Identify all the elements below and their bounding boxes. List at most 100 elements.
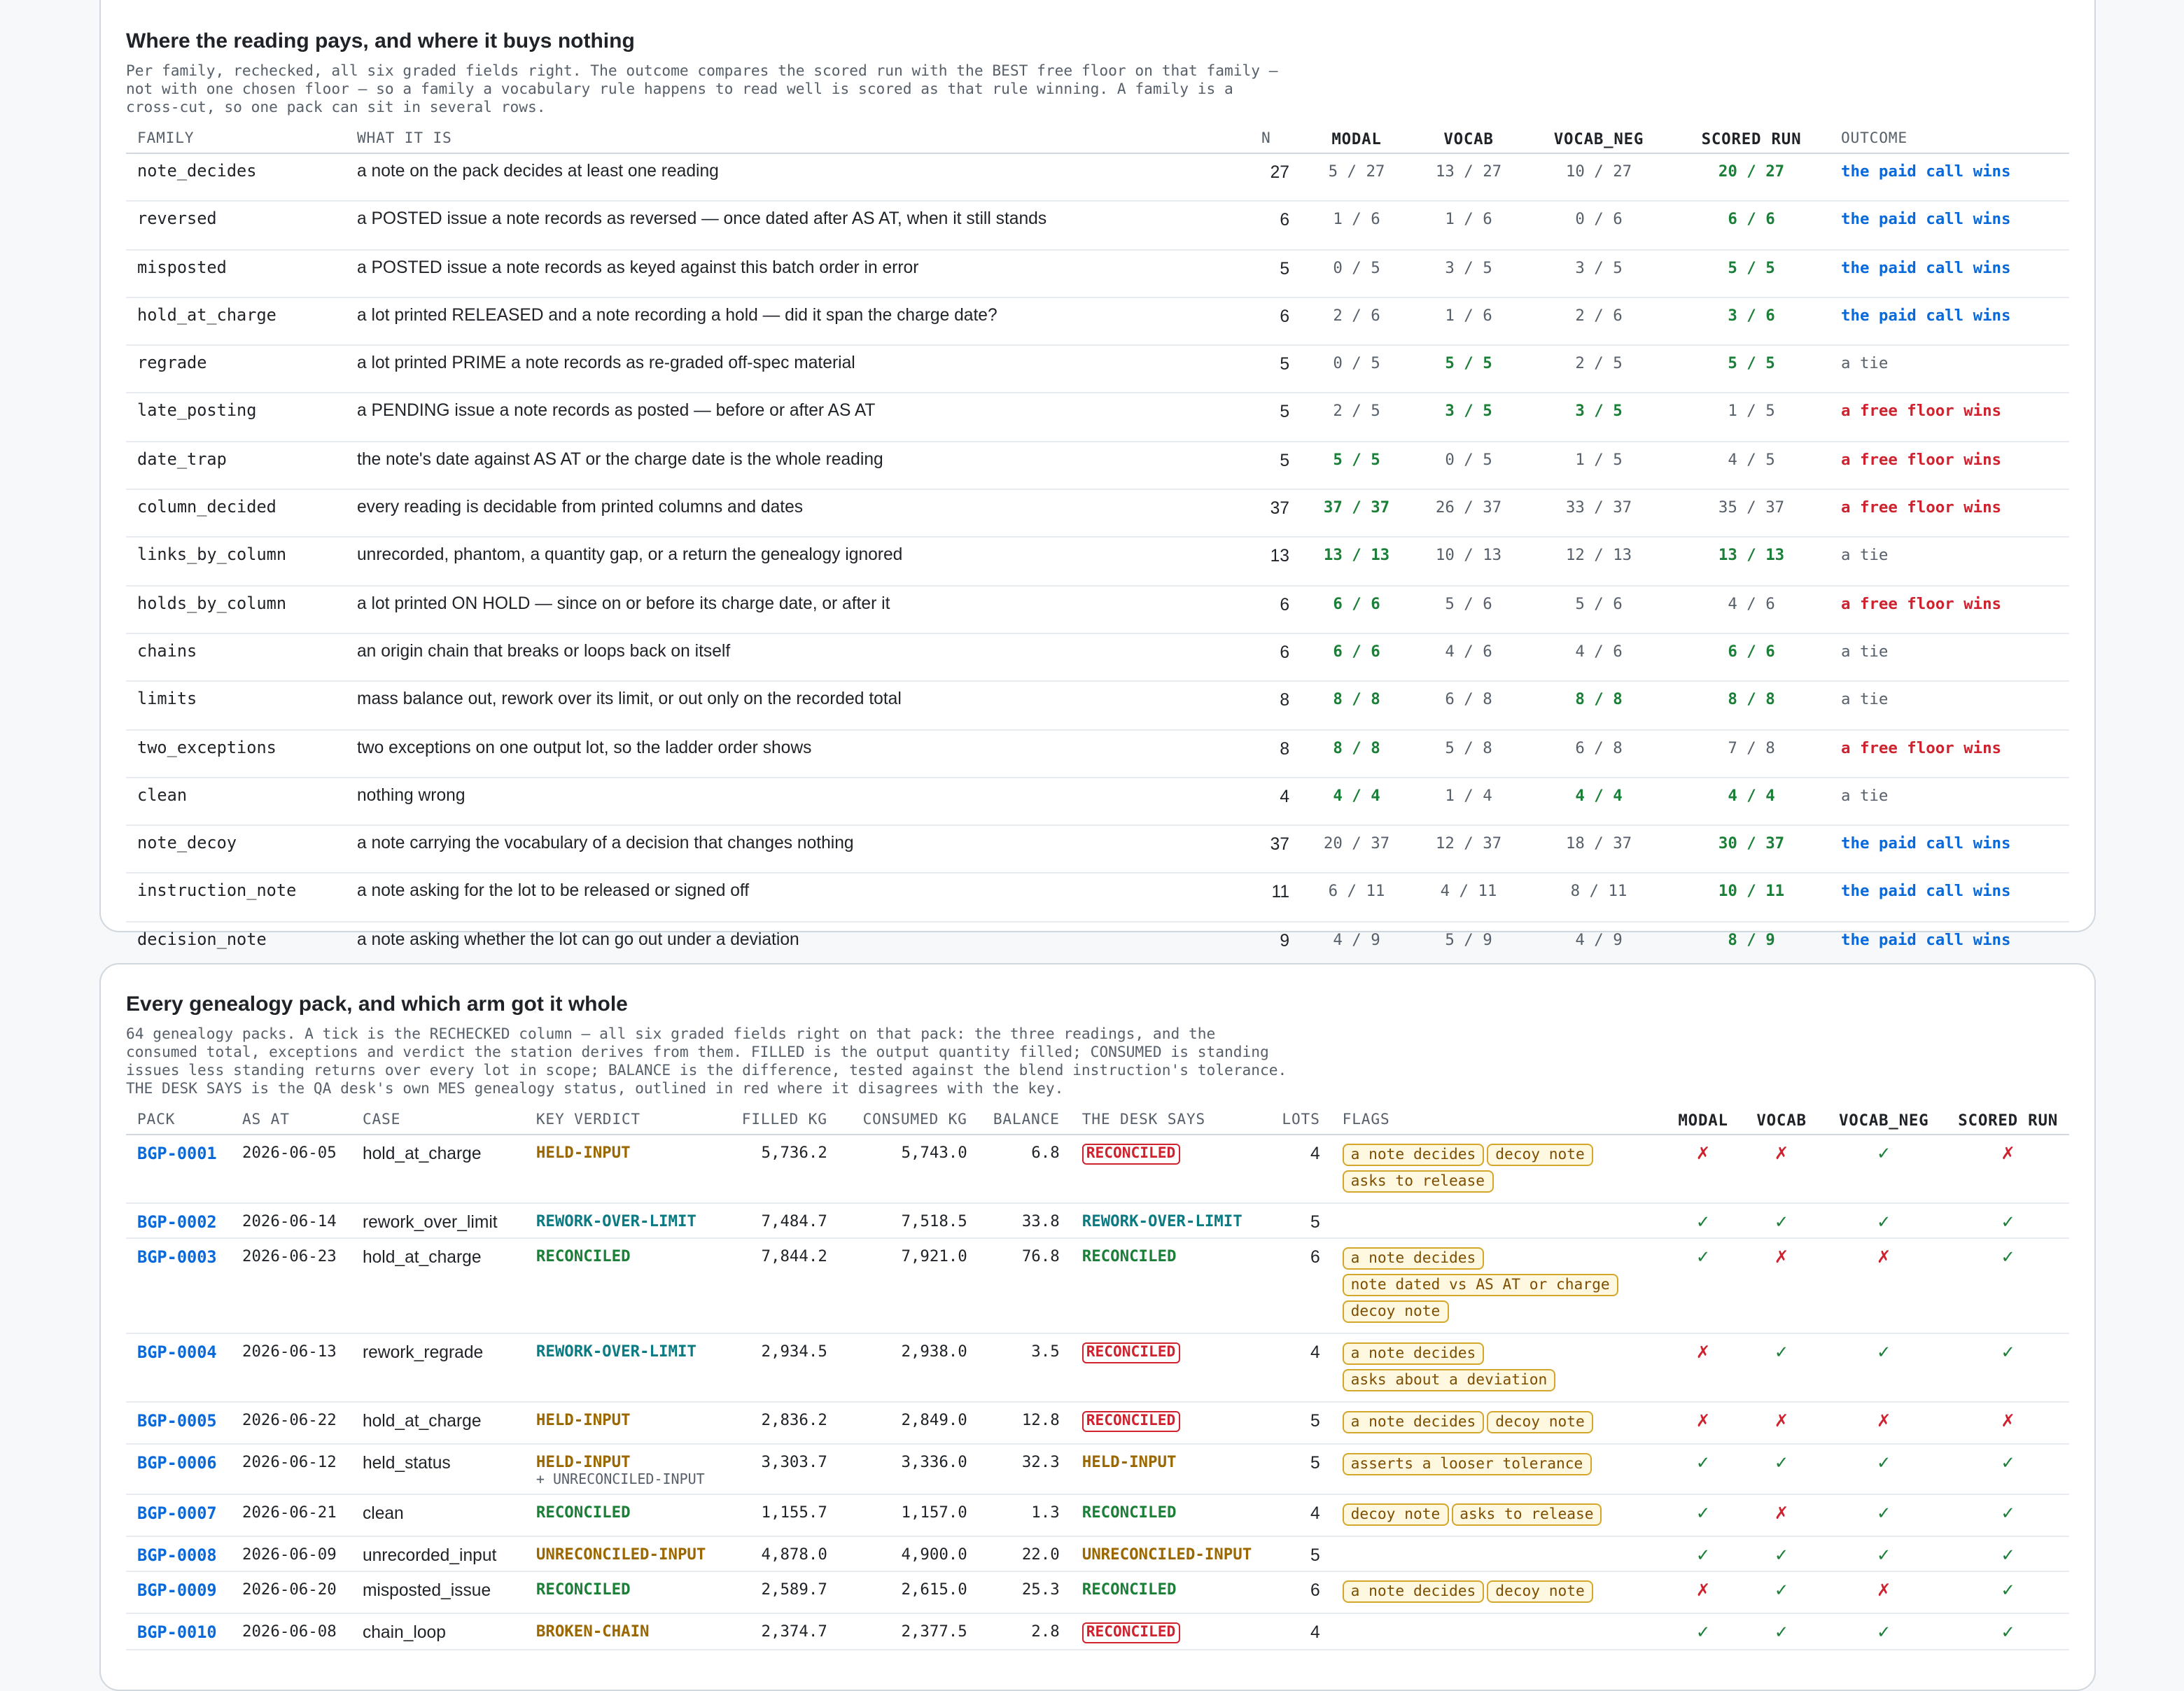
family-name: holds_by_column (126, 585, 346, 634)
family-vocab: 5 / 5 (1413, 345, 1525, 394)
pack-filled-kg: 3,303.7 (726, 1444, 839, 1495)
families-description: Per family, rechecked, all six graded fi… (126, 63, 1278, 116)
family-n: 5 (1250, 441, 1301, 491)
pack-consumed-kg: 2,377.5 (838, 1613, 979, 1650)
family-row: late_posting a PENDING issue a note recor… (126, 393, 2069, 442)
tick-icon: ✓ (2001, 1212, 2015, 1232)
family-outcome: the paid call wins (1830, 825, 2069, 874)
family-vocab-neg: 8 / 8 (1525, 681, 1673, 731)
desk-status: UNRECONCILED-INPUT (1082, 1545, 1252, 1564)
pack-case: clean (351, 1494, 525, 1537)
tick-icon: ✓ (2001, 1342, 2015, 1362)
pack-vocab-result: ✓ (1742, 1203, 1821, 1239)
desk-status: REWORK-OVER-LIMIT (1082, 1212, 1242, 1230)
family-row: column_decided every reading is decidable… (126, 489, 2069, 538)
family-modal: 6 / 6 (1301, 633, 1413, 682)
pack-modal-result: ✓ (1664, 1613, 1743, 1650)
pack-filled-kg: 4,878.0 (726, 1536, 839, 1572)
family-vocab-neg: 18 / 37 (1525, 825, 1673, 874)
family-vocab: 13 / 27 (1413, 153, 1525, 202)
pack-id-cell: BGP-0007 (126, 1494, 231, 1537)
family-n: 4 (1250, 777, 1301, 827)
pack-row: BGP-0010 2026-06-08 chain_loop BROKEN-CHAIN… (126, 1613, 2069, 1650)
pack-key-verdict: UNRECONCILED-INPUT (524, 1536, 727, 1572)
flag-chip: decoy note (1487, 1580, 1593, 1603)
key-verdict-secondary: + UNRECONCILED-INPUT (536, 1473, 705, 1488)
pack-link[interactable]: BGP-0005 (137, 1411, 217, 1431)
pack-balance: 76.8 (978, 1238, 1071, 1334)
family-name: chains (126, 633, 346, 682)
pack-balance: 6.8 (978, 1135, 1071, 1204)
packs-title: Every genealogy pack, and which arm got … (126, 992, 628, 1016)
desk-status: RECONCILED (1082, 1247, 1177, 1265)
pack-link[interactable]: BGP-0006 (137, 1453, 217, 1473)
family-outcome: the paid call wins (1830, 297, 2069, 346)
family-row: misposted a POSTED issue a note records a… (126, 249, 2069, 298)
family-vocab: 5 / 6 (1413, 585, 1525, 634)
family-outcome: a free floor wins (1830, 729, 2069, 778)
cross-icon: ✗ (1695, 1342, 1711, 1362)
pack-flags: decoy note asks to release (1331, 1494, 1665, 1537)
col-scored-run: SCORED RUN (1673, 125, 1830, 154)
family-name: hold_at_charge (126, 297, 346, 346)
pack-key-verdict: REWORK-OVER-LIMIT (524, 1333, 727, 1403)
tick-icon: ✓ (1876, 1503, 1891, 1523)
family-vocab-neg: 6 / 8 (1525, 729, 1673, 778)
col-modal: MODAL (1301, 125, 1413, 154)
family-scored-run: 3 / 6 (1673, 297, 1830, 346)
pack-link[interactable]: BGP-0003 (137, 1247, 217, 1267)
pack-consumed-kg: 2,615.0 (838, 1571, 979, 1614)
pack-link[interactable]: BGP-0002 (137, 1212, 217, 1232)
pack-desk-says: UNRECONCILED-INPUT (1070, 1536, 1270, 1572)
family-n: 6 (1250, 585, 1301, 634)
pack-consumed-kg: 1,157.0 (838, 1494, 979, 1537)
flag-chip: asks to release (1342, 1170, 1493, 1193)
pack-key-verdict: BROKEN-CHAIN (524, 1613, 727, 1650)
pack-flags: a note decides decoy note (1331, 1571, 1665, 1614)
pack-row: BGP-0002 2026-06-14 rework_over_limit REWOR… (126, 1203, 2069, 1239)
packs-table: PACK AS AT CASE KEY VERDICT FILLED KG CO… (126, 1106, 2069, 1650)
flag-chip: asserts a looser tolerance (1342, 1453, 1592, 1475)
pack-vocab-result: ✓ (1742, 1444, 1821, 1495)
pack-vocab-result: ✓ (1742, 1571, 1821, 1614)
key-verdict-label: RECONCILED (536, 1503, 631, 1522)
family-vocab-neg: 2 / 5 (1525, 345, 1673, 394)
pack-row: BGP-0006 2026-06-12 held_status HELD-INPUT +… (126, 1444, 2069, 1495)
tick-icon: ✓ (1876, 1622, 1891, 1642)
family-vocab: 1 / 4 (1413, 777, 1525, 827)
pack-link[interactable]: BGP-0009 (137, 1580, 217, 1600)
pack-consumed-kg: 5,743.0 (838, 1135, 979, 1204)
desk-disagree-badge: RECONCILED (1082, 1342, 1180, 1363)
family-vocab-neg: 3 / 5 (1525, 393, 1673, 442)
tick-icon: ✓ (2001, 1580, 2015, 1600)
pack-vocab-neg-result: ✓ (1821, 1494, 1947, 1537)
pack-flags (1331, 1536, 1665, 1572)
family-description: two exceptions on one output lot, so the… (346, 729, 1250, 778)
pack-id-cell: BGP-0003 (126, 1238, 231, 1334)
pack-desk-says: RECONCILED (1070, 1494, 1270, 1537)
family-name: links_by_column (126, 537, 346, 587)
pack-desk-says: RECONCILED (1070, 1571, 1270, 1614)
pack-vocab-result: ✗ (1742, 1135, 1821, 1204)
desk-disagree-badge: RECONCILED (1082, 1411, 1180, 1432)
family-row: decision_note a note asking whether the l… (126, 921, 2069, 971)
family-scored-run: 13 / 13 (1673, 537, 1830, 587)
packs-card: Every genealogy pack, and which arm got … (99, 963, 2096, 1691)
pack-consumed-kg: 2,938.0 (838, 1333, 979, 1403)
pack-link[interactable]: BGP-0010 (137, 1622, 217, 1642)
flag-chip: a note decides (1342, 1580, 1485, 1603)
family-outcome: a free floor wins (1830, 489, 2069, 538)
pack-lots: 4 (1269, 1135, 1331, 1204)
pack-id-cell: BGP-0006 (126, 1444, 231, 1495)
packs-header-row: PACK AS AT CASE KEY VERDICT FILLED KG CO… (126, 1106, 2069, 1135)
pack-link[interactable]: BGP-0001 (137, 1144, 217, 1163)
key-verdict-label: HELD-INPUT (536, 1144, 631, 1162)
pack-filled-kg: 2,836.2 (726, 1402, 839, 1445)
pack-link[interactable]: BGP-0008 (137, 1545, 217, 1565)
family-row: chains an origin chain that breaks or loo… (126, 633, 2069, 682)
family-modal: 20 / 37 (1301, 825, 1413, 874)
pack-row: BGP-0005 2026-06-22 hold_at_charge HELD-INP… (126, 1402, 2069, 1445)
family-vocab-neg: 1 / 5 (1525, 441, 1673, 491)
pack-link[interactable]: BGP-0007 (137, 1503, 217, 1523)
pack-link[interactable]: BGP-0004 (137, 1342, 217, 1362)
